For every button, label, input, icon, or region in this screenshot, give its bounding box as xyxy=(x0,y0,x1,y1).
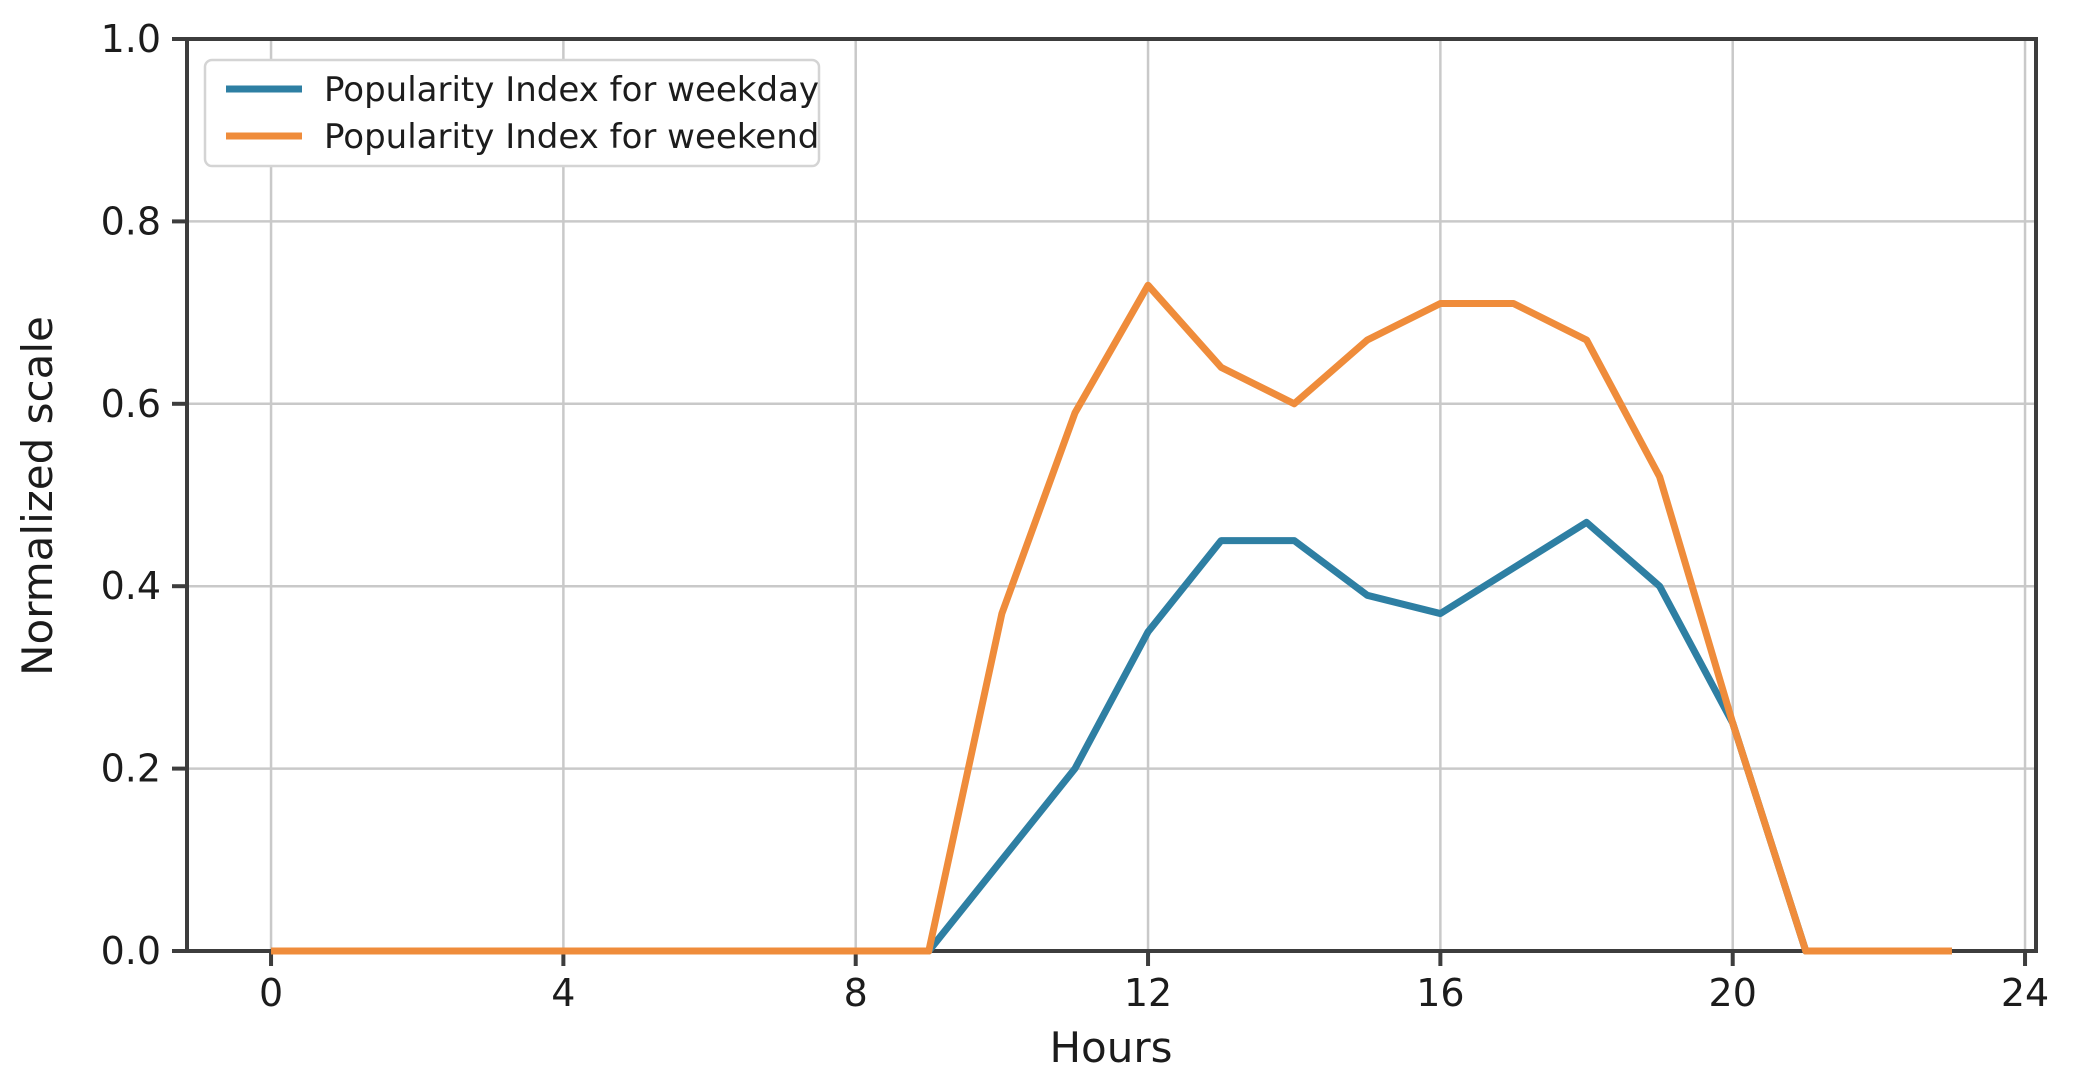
x-tick-label: 4 xyxy=(551,971,575,1015)
x-tick-label: 16 xyxy=(1416,971,1464,1015)
data-series xyxy=(271,281,1952,955)
x-axis-label: Hours xyxy=(1049,1023,1172,1072)
axis-ticks: 0 4 8 12 16 20 24 0.0 0.2 0.4 0.6 0.8 1.0 xyxy=(101,17,2050,1015)
y-tick-label: 0.2 xyxy=(101,747,161,791)
y-tick-label: 0.8 xyxy=(101,199,161,243)
axes-spines xyxy=(185,37,2038,953)
legend-box xyxy=(203,58,821,168)
y-tick-label: 0.4 xyxy=(101,564,161,608)
y-axis-label: Normalized scale xyxy=(13,316,62,676)
legend-label-weekend: Popularity Index for weekend xyxy=(324,117,819,157)
x-tick-label: 0 xyxy=(259,971,283,1015)
legend-label-weekday: Popularity Index for weekday xyxy=(324,70,819,110)
legend: Popularity Index for weekday Popularity I… xyxy=(203,58,821,168)
y-tick-label: 0.0 xyxy=(101,929,161,973)
y-tick-label: 0.6 xyxy=(101,382,161,426)
x-tick-label: 12 xyxy=(1124,971,1172,1015)
x-tick-label: 8 xyxy=(844,971,868,1015)
x-tick-label: 24 xyxy=(2001,971,2049,1015)
plot-border xyxy=(185,37,2038,953)
series-line-weekend xyxy=(271,281,1952,955)
y-tick-label: 1.0 xyxy=(101,17,161,61)
x-tick-label: 20 xyxy=(1709,971,1757,1015)
